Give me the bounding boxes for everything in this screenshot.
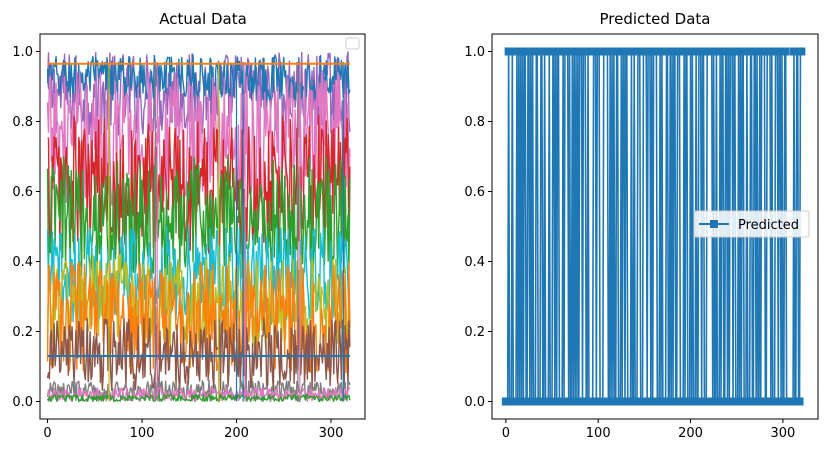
predicted-marker <box>595 47 604 56</box>
legend-marker <box>710 220 718 228</box>
predicted-marker <box>781 47 790 56</box>
actual-data-subplot: Actual Data 0 100 200 300 0.0 0.2 0.4 0.6 0.8 1.… <box>12 10 366 441</box>
y-tick-label: 0.0 <box>464 395 485 410</box>
x-tick-label: 300 <box>319 426 344 441</box>
y-tick-label: 0.8 <box>12 115 33 130</box>
predicted-marker <box>508 47 517 56</box>
predicted-marker <box>598 397 607 406</box>
y-tick-label: 1.0 <box>464 45 485 60</box>
y-tick-label: 0.6 <box>464 185 485 200</box>
axes-frame <box>491 33 819 420</box>
y-tick-label: 0.2 <box>464 325 485 340</box>
plot-area <box>46 51 351 403</box>
predicted-marker <box>622 47 631 56</box>
x-tick-label: 200 <box>224 426 249 441</box>
y-tick-label: 0.8 <box>464 115 485 130</box>
y-tick-label: 1.0 <box>12 45 33 60</box>
y-tick-label: 0.4 <box>464 255 485 270</box>
predicted-marker <box>560 397 569 406</box>
y-tick-label: 0.6 <box>12 185 33 200</box>
predicted-marker <box>554 47 563 56</box>
predicted-marker <box>756 397 765 406</box>
axes-frame <box>39 33 366 420</box>
predicted-marker <box>540 47 549 56</box>
y-tick-label: 0.2 <box>12 325 33 340</box>
predicted-marker <box>797 47 806 56</box>
predicted-marker <box>584 47 593 56</box>
y-axis: 0.0 0.2 0.4 0.6 0.8 1.0 <box>12 45 40 410</box>
y-tick-label: 0.4 <box>12 255 33 270</box>
legend: Predicted <box>693 210 810 238</box>
legend-box <box>693 210 810 238</box>
predicted-marker <box>657 47 666 56</box>
x-tick-label: 300 <box>770 426 795 441</box>
predicted-marker <box>762 397 771 406</box>
predicted-marker <box>675 47 684 56</box>
x-tick-label: 0 <box>43 426 51 441</box>
x-tick-label: 100 <box>130 426 155 441</box>
x-axis: 0 100 200 300 <box>502 419 795 441</box>
predicted-marker <box>795 397 804 406</box>
x-axis: 0 100 200 300 <box>43 419 343 441</box>
predicted-marker <box>648 397 657 406</box>
chart-title: Predicted Data <box>600 10 711 28</box>
chart-title: Actual Data <box>159 10 247 28</box>
x-tick-label: 200 <box>678 426 703 441</box>
x-tick-label: 0 <box>502 426 510 441</box>
predicted-marker <box>702 397 711 406</box>
predicted-data-subplot: Predicted Data 0 100 200 300 0.00.20.40.60.… <box>464 10 819 441</box>
legend <box>345 37 360 50</box>
y-axis: 0.0 0.2 0.4 0.6 0.8 1.0 <box>464 45 492 410</box>
plot-area <box>501 47 806 406</box>
x-tick-label: 100 <box>586 426 611 441</box>
legend-label: Predicted <box>738 218 799 233</box>
y-tick-label: 0.0 <box>12 395 33 410</box>
predicted-marker <box>638 397 647 406</box>
